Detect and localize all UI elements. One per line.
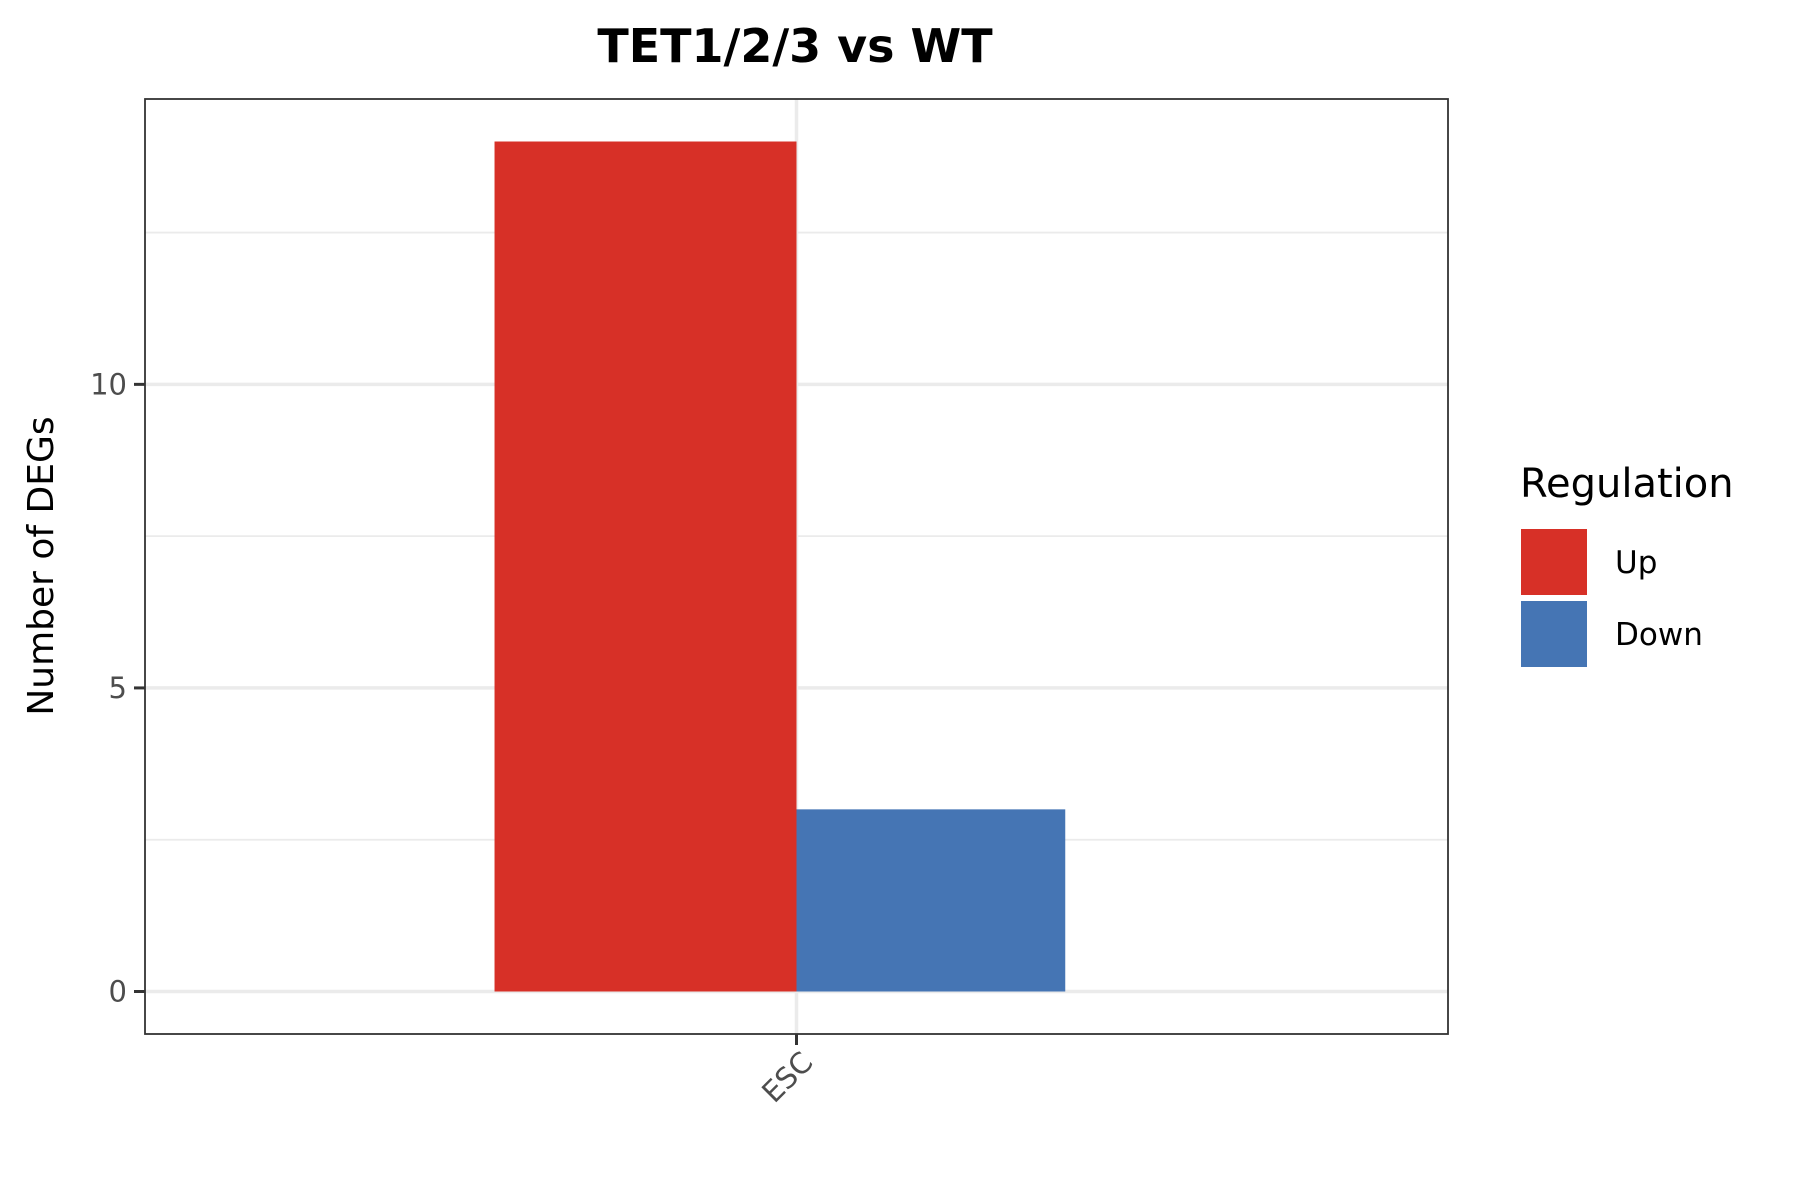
- legend: Regulation Up Down: [1520, 461, 1734, 667]
- legend-label-down: Down: [1615, 617, 1703, 653]
- x-tick-label: ESC: [755, 1045, 819, 1109]
- y-tick-label: 5: [109, 671, 127, 705]
- x-axis: ESC: [755, 1034, 819, 1109]
- legend-key-up: [1521, 529, 1587, 595]
- legend-title: Regulation: [1520, 461, 1734, 507]
- plot-panel: [144, 98, 1449, 1035]
- legend-key-down: [1521, 601, 1587, 667]
- y-axis-title: Number of DEGs: [21, 416, 62, 715]
- legend-label-up: Up: [1615, 545, 1657, 581]
- legend-items: Up Down: [1521, 529, 1703, 667]
- chart-title: TET1/2/3 vs WT: [597, 19, 993, 73]
- bars: [494, 141, 1066, 992]
- y-axis: 0 5 10: [90, 367, 145, 1009]
- bar-down-esc: [796, 809, 1066, 992]
- y-tick-label: 10: [90, 367, 127, 401]
- bar-up-esc: [494, 141, 797, 992]
- y-tick-label: 0: [109, 975, 127, 1009]
